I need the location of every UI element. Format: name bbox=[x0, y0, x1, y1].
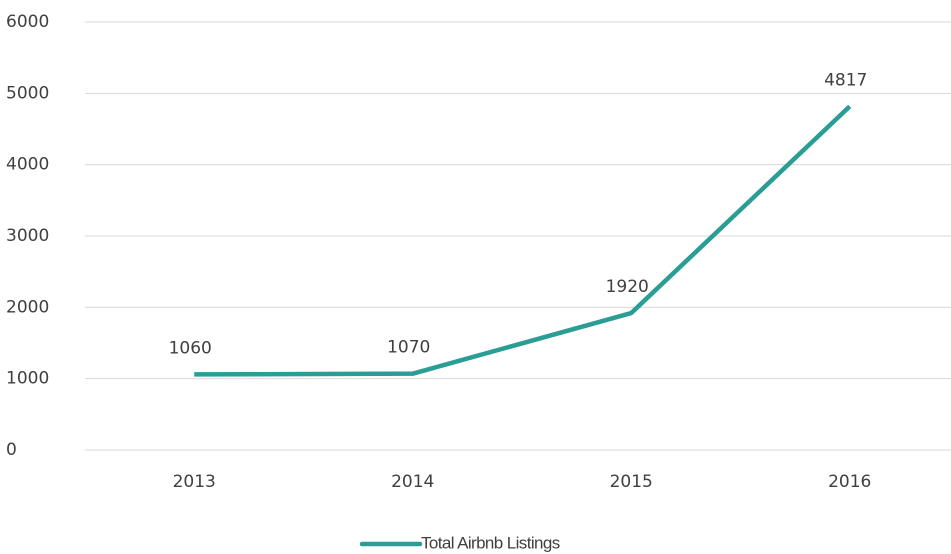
line bbox=[194, 104, 852, 377]
y-tick-label: 0 bbox=[6, 440, 17, 460]
data-label: 1060 bbox=[169, 338, 212, 358]
legend-text: Total Airbnb Listings bbox=[421, 533, 560, 552]
x-tick-label: 2015 bbox=[610, 472, 653, 492]
y-tick-label: 4000 bbox=[6, 155, 49, 175]
x-tick-label: 2014 bbox=[391, 472, 434, 492]
y-tick-label: 1000 bbox=[6, 369, 49, 389]
data-label: 1920 bbox=[606, 277, 649, 297]
y-tick-label: 6000 bbox=[6, 12, 49, 32]
data-label: 1070 bbox=[387, 338, 430, 358]
x-tick-label: 2013 bbox=[173, 472, 216, 492]
y-tick-label: 3000 bbox=[6, 226, 49, 246]
data-label: 4817 bbox=[824, 70, 867, 90]
y-tick-label: 2000 bbox=[6, 297, 49, 317]
y-tick-label: 5000 bbox=[6, 83, 49, 103]
x-tick-label: 2016 bbox=[828, 472, 871, 492]
